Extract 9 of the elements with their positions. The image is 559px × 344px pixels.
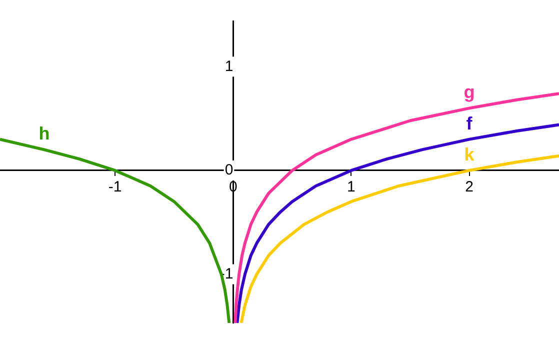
x-tick-label: 2	[465, 178, 474, 196]
series-label: h	[38, 124, 50, 144]
x-tick-label: 1	[347, 178, 356, 196]
y-tick-label: 1	[224, 58, 234, 75]
series-label: k	[464, 144, 476, 164]
series-label: g	[464, 82, 475, 102]
y-tick-label: 0	[224, 162, 234, 179]
x-tick-label: -1	[108, 178, 122, 196]
series-label: f	[466, 113, 474, 134]
